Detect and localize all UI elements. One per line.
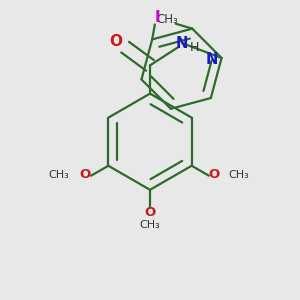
Text: I: I (154, 10, 160, 25)
Text: CH₃: CH₃ (157, 13, 178, 26)
Text: CH₃: CH₃ (229, 170, 250, 180)
Text: H: H (189, 40, 199, 54)
Text: CH₃: CH₃ (140, 220, 160, 230)
Text: O: O (80, 168, 91, 181)
Text: N: N (206, 52, 218, 67)
Text: O: O (144, 206, 156, 219)
Text: N: N (176, 36, 188, 51)
Text: CH₃: CH₃ (49, 170, 70, 180)
Text: O: O (208, 168, 220, 181)
Text: O: O (109, 34, 122, 49)
